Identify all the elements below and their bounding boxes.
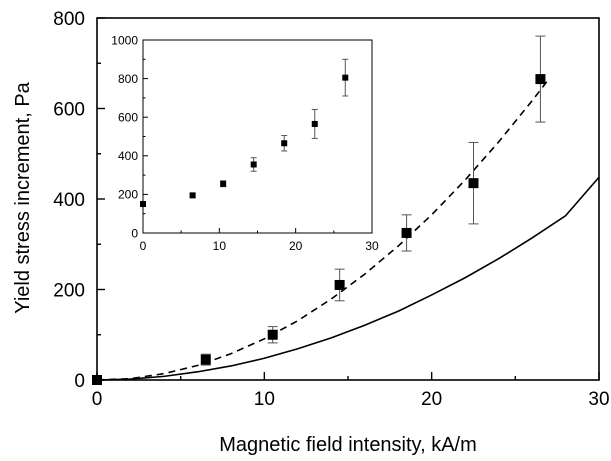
inset-background <box>143 40 372 233</box>
x-tick-label: 30 <box>588 389 609 410</box>
y-tick-label: 600 <box>53 99 85 120</box>
data-point <box>92 375 102 385</box>
data-point <box>189 192 196 199</box>
data-point <box>468 178 479 189</box>
dashed-fit-line <box>96 78 550 381</box>
y-tick-label: 600 <box>118 111 138 125</box>
main-series <box>92 35 600 385</box>
x-tick-label: 10 <box>213 239 227 253</box>
data-point <box>334 279 345 290</box>
x-tick-label: 20 <box>421 389 442 410</box>
y-tick-label: 400 <box>53 190 85 211</box>
data-point <box>267 329 278 340</box>
inset-axis-ticks: 0 10 20 30 0 200 400 600 800 1000 <box>111 33 379 253</box>
data-point <box>401 227 412 238</box>
solid-theory-line <box>96 176 600 381</box>
data-point <box>281 140 288 147</box>
x-tick-label: 30 <box>365 239 379 253</box>
y-tick-label: 800 <box>118 72 138 86</box>
data-point <box>342 74 349 81</box>
x-tick-label: 0 <box>140 239 147 253</box>
data-point <box>250 161 257 168</box>
y-tick-label: 200 <box>53 280 85 301</box>
data-point <box>311 120 318 127</box>
x-tick-label: 20 <box>289 239 303 253</box>
y-tick-label: 0 <box>74 371 85 392</box>
y-axis-title: Yield stress increment, Pa <box>12 81 34 313</box>
y-tick-label: 200 <box>118 188 138 202</box>
x-axis-title: Magnetic field intensity, kA/m <box>219 434 477 456</box>
y-tick-label: 800 <box>53 9 85 30</box>
x-tick-label: 0 <box>92 389 103 410</box>
x-tick-label: 10 <box>254 389 275 410</box>
y-tick-label: 0 <box>131 226 138 240</box>
inset-series <box>140 58 349 208</box>
data-point <box>220 180 227 187</box>
y-tick-label: 400 <box>118 149 138 163</box>
data-point <box>535 74 546 85</box>
data-point <box>200 354 211 365</box>
data-point <box>140 201 146 208</box>
inset-plot: 0 10 20 30 0 200 400 600 800 1000 <box>111 33 379 253</box>
y-tick-label: 1000 <box>111 33 138 47</box>
